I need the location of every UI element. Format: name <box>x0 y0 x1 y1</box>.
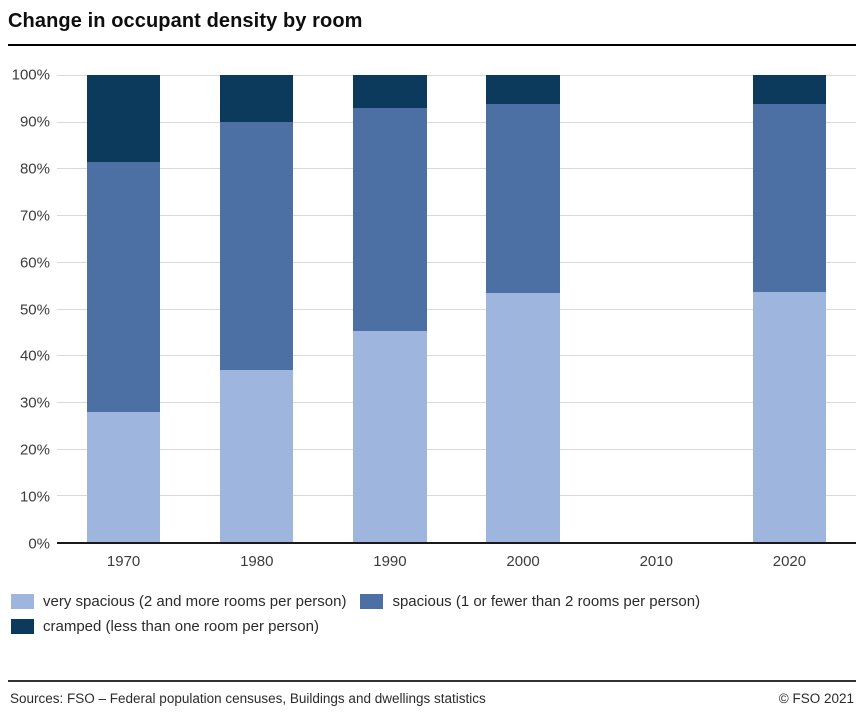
y-axis: 100% 90% 80% 70% 60% 50% 40% 30% 20% 10% 0% <box>8 67 57 553</box>
legend-item: very spacious (2 and more rooms per pers… <box>11 593 346 610</box>
bar-stack <box>620 75 693 542</box>
y-tick-label: 60% <box>19 254 50 272</box>
bar-segment <box>752 75 827 105</box>
stacked-bar-chart: 100% 90% 80% 70% 60% 50% 40% 30% 20% 10% 0% 1970 19… <box>8 67 856 570</box>
bar-segment <box>752 104 827 293</box>
bar-segment <box>86 75 161 163</box>
footer-divider <box>8 680 856 682</box>
bar-column-2010 <box>590 75 723 542</box>
chart-page: Change in occupant density by room 100% 9… <box>8 8 856 706</box>
y-tick-label: 50% <box>19 301 50 318</box>
bar-column-2000 <box>457 75 590 542</box>
y-tick-label: 70% <box>19 207 50 225</box>
x-tick-label: 1990 <box>373 553 407 570</box>
bar-segment <box>486 103 560 294</box>
gridline <box>57 495 856 497</box>
x-tick-label: 2010 <box>639 553 673 570</box>
legend: very spacious (2 and more rooms per pers… <box>8 593 808 635</box>
x-tick-label: 1980 <box>240 553 274 570</box>
y-tick-label: 80% <box>19 160 50 178</box>
bar-column-2020 <box>723 75 856 542</box>
chart-title: Change in occupant density by room <box>8 10 363 32</box>
bar-segment <box>86 412 161 542</box>
legend-swatch <box>11 619 34 634</box>
x-tick-label: 2000 <box>506 553 540 570</box>
bar-segment <box>220 75 294 122</box>
title-divider <box>8 44 856 46</box>
bar-column-1990 <box>323 75 456 542</box>
y-tick-label: 0% <box>28 535 50 553</box>
bar-segment <box>486 293 560 542</box>
plot-area <box>57 75 856 544</box>
bar-segment <box>353 107 427 331</box>
y-tick-label: 30% <box>19 394 50 412</box>
bar-segment <box>86 162 161 413</box>
legend-label: very spacious (2 and more rooms per pers… <box>43 593 347 610</box>
page-footer: Sources: FSO – Federal population census… <box>8 680 856 706</box>
legend-label: spacious (1 or fewer than 2 rooms per pe… <box>392 593 701 610</box>
y-tick-label: 20% <box>19 441 50 459</box>
legend-swatch <box>11 594 34 609</box>
bar-stack <box>220 75 294 542</box>
bars-container <box>57 75 856 542</box>
y-tick-label: 10% <box>19 488 50 506</box>
gridline <box>57 75 856 76</box>
footer-row: Sources: FSO – Federal population census… <box>8 682 856 706</box>
bar-segment <box>220 121 294 370</box>
bar-stack <box>353 75 427 542</box>
plot-row: 100% 90% 80% 70% 60% 50% 40% 30% 20% 10% 0% <box>8 67 856 553</box>
copyright-text: © FSO 2021 <box>778 691 854 706</box>
bar-segment <box>752 292 827 542</box>
bar-stack <box>752 75 827 542</box>
gridline <box>57 261 856 263</box>
legend-label: cramped (less than one room per person) <box>43 618 319 635</box>
gridline <box>57 168 856 170</box>
chart-header: Change in occupant density by room <box>8 8 856 46</box>
bar-stack <box>86 75 161 542</box>
gridline <box>57 401 856 403</box>
bar-segment <box>220 369 294 542</box>
y-tick-label: 100% <box>11 66 50 84</box>
legend-item: cramped (less than one room per person) <box>11 618 319 635</box>
bar-segment <box>353 330 427 542</box>
bar-column-1980 <box>190 75 323 542</box>
sources-text: Sources: FSO – Federal population census… <box>10 691 486 706</box>
x-axis: 1970 1980 1990 2000 2010 2020 <box>57 553 856 570</box>
gridline <box>57 448 856 450</box>
gridline <box>57 121 856 123</box>
gridline <box>57 308 856 310</box>
x-tick-label: 1970 <box>106 553 141 570</box>
bar-column-1970 <box>57 75 190 542</box>
legend-item: spacious (1 or fewer than 2 rooms per pe… <box>360 593 700 610</box>
y-tick-label: 90% <box>19 113 50 131</box>
bar-segment <box>486 75 560 104</box>
gridline <box>57 215 856 217</box>
x-tick-label: 2020 <box>772 553 807 570</box>
gridline <box>57 355 856 357</box>
bar-stack <box>486 75 560 542</box>
bar-segment <box>353 75 427 108</box>
y-tick-label: 40% <box>19 347 50 365</box>
legend-swatch <box>360 594 384 609</box>
